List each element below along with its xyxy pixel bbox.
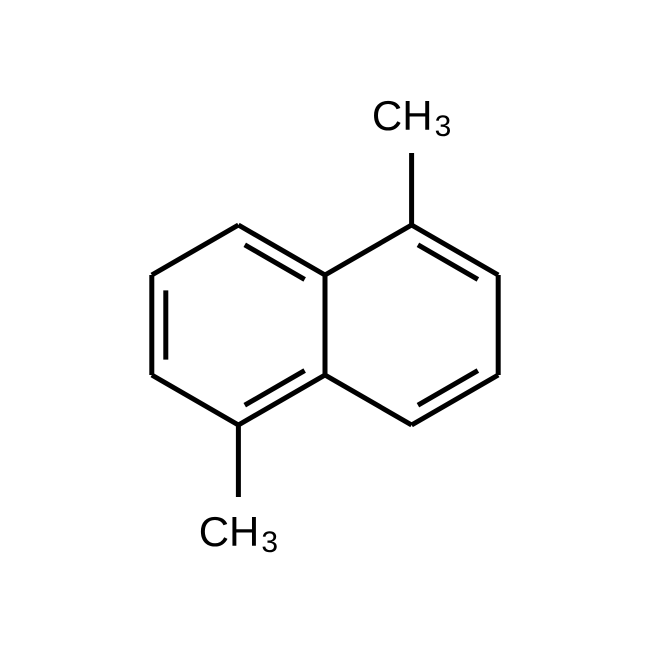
bond-line — [418, 245, 478, 280]
atom-label: CH3 — [199, 508, 278, 559]
bond-line — [245, 245, 305, 280]
molecule-diagram: CH3 CH3 — [0, 0, 650, 650]
bond-line — [325, 375, 412, 425]
bond-line — [152, 375, 239, 425]
bond-line — [418, 371, 478, 406]
bond-line — [245, 371, 305, 406]
atom-label: CH3 — [372, 92, 451, 143]
bond-line — [325, 225, 412, 275]
bond-line — [152, 225, 239, 275]
